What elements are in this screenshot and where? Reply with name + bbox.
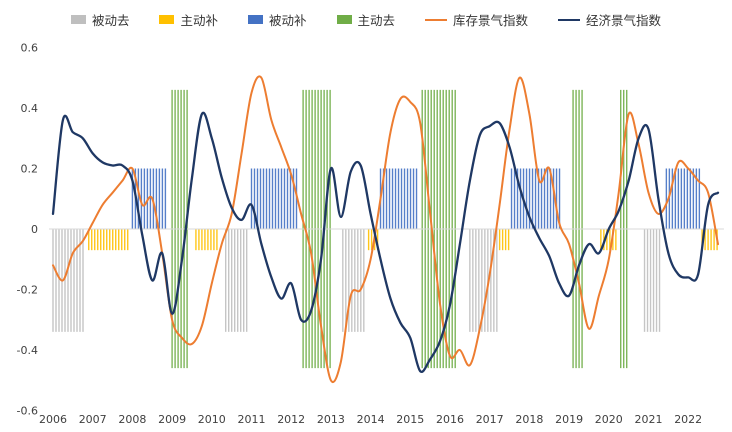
- chart-legend: 被动去 主动补 被动补 主动去 库存景气指数 经济景气指数: [0, 10, 732, 29]
- line-swatch-icon: [558, 18, 581, 21]
- y-tick-label: -0.6: [17, 405, 38, 418]
- y-tick-label: 0.2: [21, 163, 39, 176]
- x-tick-label: 2017: [476, 413, 504, 426]
- x-tick-label: 2021: [635, 413, 663, 426]
- x-tick-label: 2020: [595, 413, 623, 426]
- x-tick-label: 2008: [118, 413, 146, 426]
- series-lines-layer: [51, 75, 720, 383]
- x-tick-label: 2018: [515, 413, 543, 426]
- y-tick-label: -0.2: [17, 284, 38, 297]
- x-tick-label: 2007: [79, 413, 107, 426]
- y-tick-label: -0.4: [17, 344, 38, 357]
- y-tick-label: 0: [31, 223, 38, 236]
- legend-item-passive-restock: 被动补: [247, 10, 307, 29]
- legend-item-active-restock: 主动补: [159, 10, 218, 29]
- legend-label: 经济景气指数: [586, 13, 662, 28]
- legend-label: 主动去: [357, 13, 396, 28]
- legend-item-inventory-index: 库存景气指数: [425, 10, 528, 29]
- x-tick-label: 2014: [357, 413, 385, 426]
- x-tick-label: 2010: [198, 413, 226, 426]
- legend-item-economy-index: 经济景气指数: [558, 10, 661, 29]
- x-tick-label: 2011: [238, 413, 266, 426]
- legend-label: 被动补: [268, 13, 307, 28]
- line-swatch-icon: [425, 18, 448, 21]
- legend-label: 库存景气指数: [453, 13, 529, 28]
- bar-swatch-icon: [247, 15, 263, 24]
- y-tick-label: 0.4: [21, 102, 39, 115]
- x-tick-label: 2013: [317, 413, 345, 426]
- series-line-1: [51, 111, 720, 374]
- legend-label: 被动去: [91, 13, 130, 28]
- bar-swatch-icon: [336, 15, 352, 24]
- legend-item-passive-destock: 被动去: [70, 10, 130, 29]
- x-tick-label: 2016: [436, 413, 464, 426]
- x-tick-label: 2022: [674, 413, 702, 426]
- x-tick-label: 2006: [39, 413, 67, 426]
- legend-item-active-destock: 主动去: [336, 10, 396, 29]
- bar-swatch-icon: [70, 15, 86, 24]
- bar-swatch-icon: [159, 15, 175, 24]
- legend-label: 主动补: [180, 13, 218, 28]
- x-tick-label: 2012: [277, 413, 305, 426]
- x-tick-label: 2009: [158, 413, 186, 426]
- x-tick-label: 2015: [396, 413, 424, 426]
- y-tick-label: 0.6: [21, 42, 39, 55]
- x-tick-label: 2019: [555, 413, 583, 426]
